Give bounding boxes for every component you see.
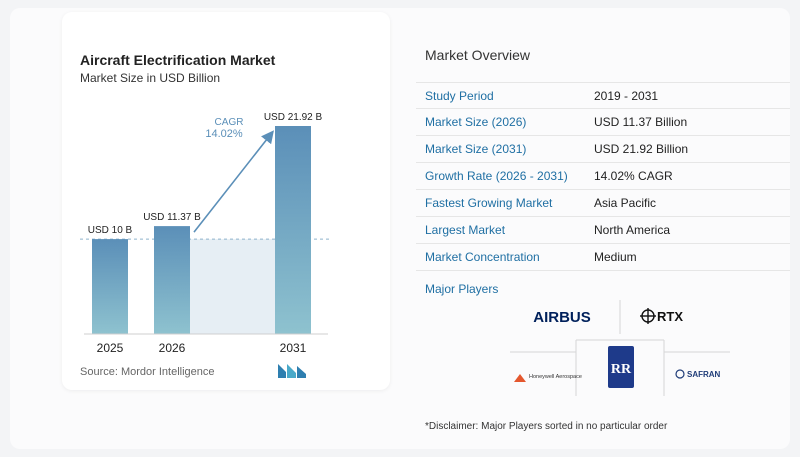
overview-label: Market Concentration [425,250,540,264]
rtx-logo: RTX [640,308,683,324]
airbus-logo: AIRBUS [533,309,591,326]
overview-label: Largest Market [425,223,506,237]
cagr-value: 14.02% [205,128,243,140]
cagr-arrow [193,130,274,233]
rtx-logo-text: RTX [657,309,683,324]
chart-title: Aircraft Electrification Market [80,52,276,68]
rolls-royce-badge-icon [608,346,634,388]
overview-row: Market Concentration Medium [416,244,790,271]
baseline-band [190,239,275,334]
x-tick-2031: 2031 [280,341,307,355]
overview-value: 14.02% CAGR [594,169,673,183]
major-players-logos: AIRBUS RTX Honeywell Aerospace RR SAFRAN [510,300,730,396]
overview-table: Study Period 2019 - 2031 Market Size (202… [416,82,790,271]
disclaimer-text: *Disclaimer: Major Players sorted in no … [425,421,668,432]
chart-subtitle: Market Size in USD Billion [80,71,221,85]
overview-row: Largest Market North America [416,217,790,244]
overview-value: Medium [594,250,637,264]
honeywell-mark-icon [514,374,526,382]
overview-label: Market Size (2026) [425,115,527,129]
bar-2031 [275,126,311,334]
rtx-mark-icon [640,308,656,324]
mordor-logo-icon [278,364,306,378]
overview-value: 2019 - 2031 [594,88,659,103]
overview-title: Market Overview [425,47,531,63]
honeywell-logo-text: Honeywell Aerospace [529,374,582,380]
honeywell-logo: Honeywell Aerospace [514,374,582,382]
overview-row: Study Period 2019 - 2031 [416,82,790,109]
overview-value: North America [594,223,671,237]
overview-value: USD 21.92 Billion [594,142,689,156]
overview-row: Market Size (2031) USD 21.92 Billion [416,136,790,163]
overview-label: Study Period [425,88,494,103]
overview-row: Market Size (2026) USD 11.37 Billion [416,109,790,136]
overview-row: Growth Rate (2026 - 2031) 14.02% CAGR [416,163,790,190]
data-label-2025: USD 10 B [88,225,133,236]
overview-label: Fastest Growing Market [425,196,553,210]
bar-2026 [154,226,190,334]
major-players-title: Major Players [425,282,499,296]
overview-label: Growth Rate (2026 - 2031) [425,169,568,183]
rolls-royce-logo: RR [608,346,634,388]
safran-mark-icon [675,369,685,379]
rolls-royce-monogram-icon: RR [611,362,632,377]
data-label-2031: USD 21.92 B [264,112,323,123]
safran-logo: SAFRAN [675,369,721,379]
overview-value: Asia Pacific [594,196,657,210]
cagr-label: CAGR [215,117,244,128]
bar-chart: USD 10 B 2025 USD 11.37 B 2026 USD 21.92 B 20… [80,112,330,355]
safran-logo-text: SAFRAN [687,370,721,379]
x-tick-2026: 2026 [159,341,186,355]
data-label-2026: USD 11.37 B [143,212,201,223]
source-text: Source: Mordor Intelligence [80,366,215,378]
overview-row: Fastest Growing Market Asia Pacific [416,190,790,217]
x-tick-2025: 2025 [97,341,124,355]
bar-2025 [92,239,128,334]
overview-value: USD 11.37 Billion [594,115,688,129]
overview-label: Market Size (2031) [425,142,527,156]
